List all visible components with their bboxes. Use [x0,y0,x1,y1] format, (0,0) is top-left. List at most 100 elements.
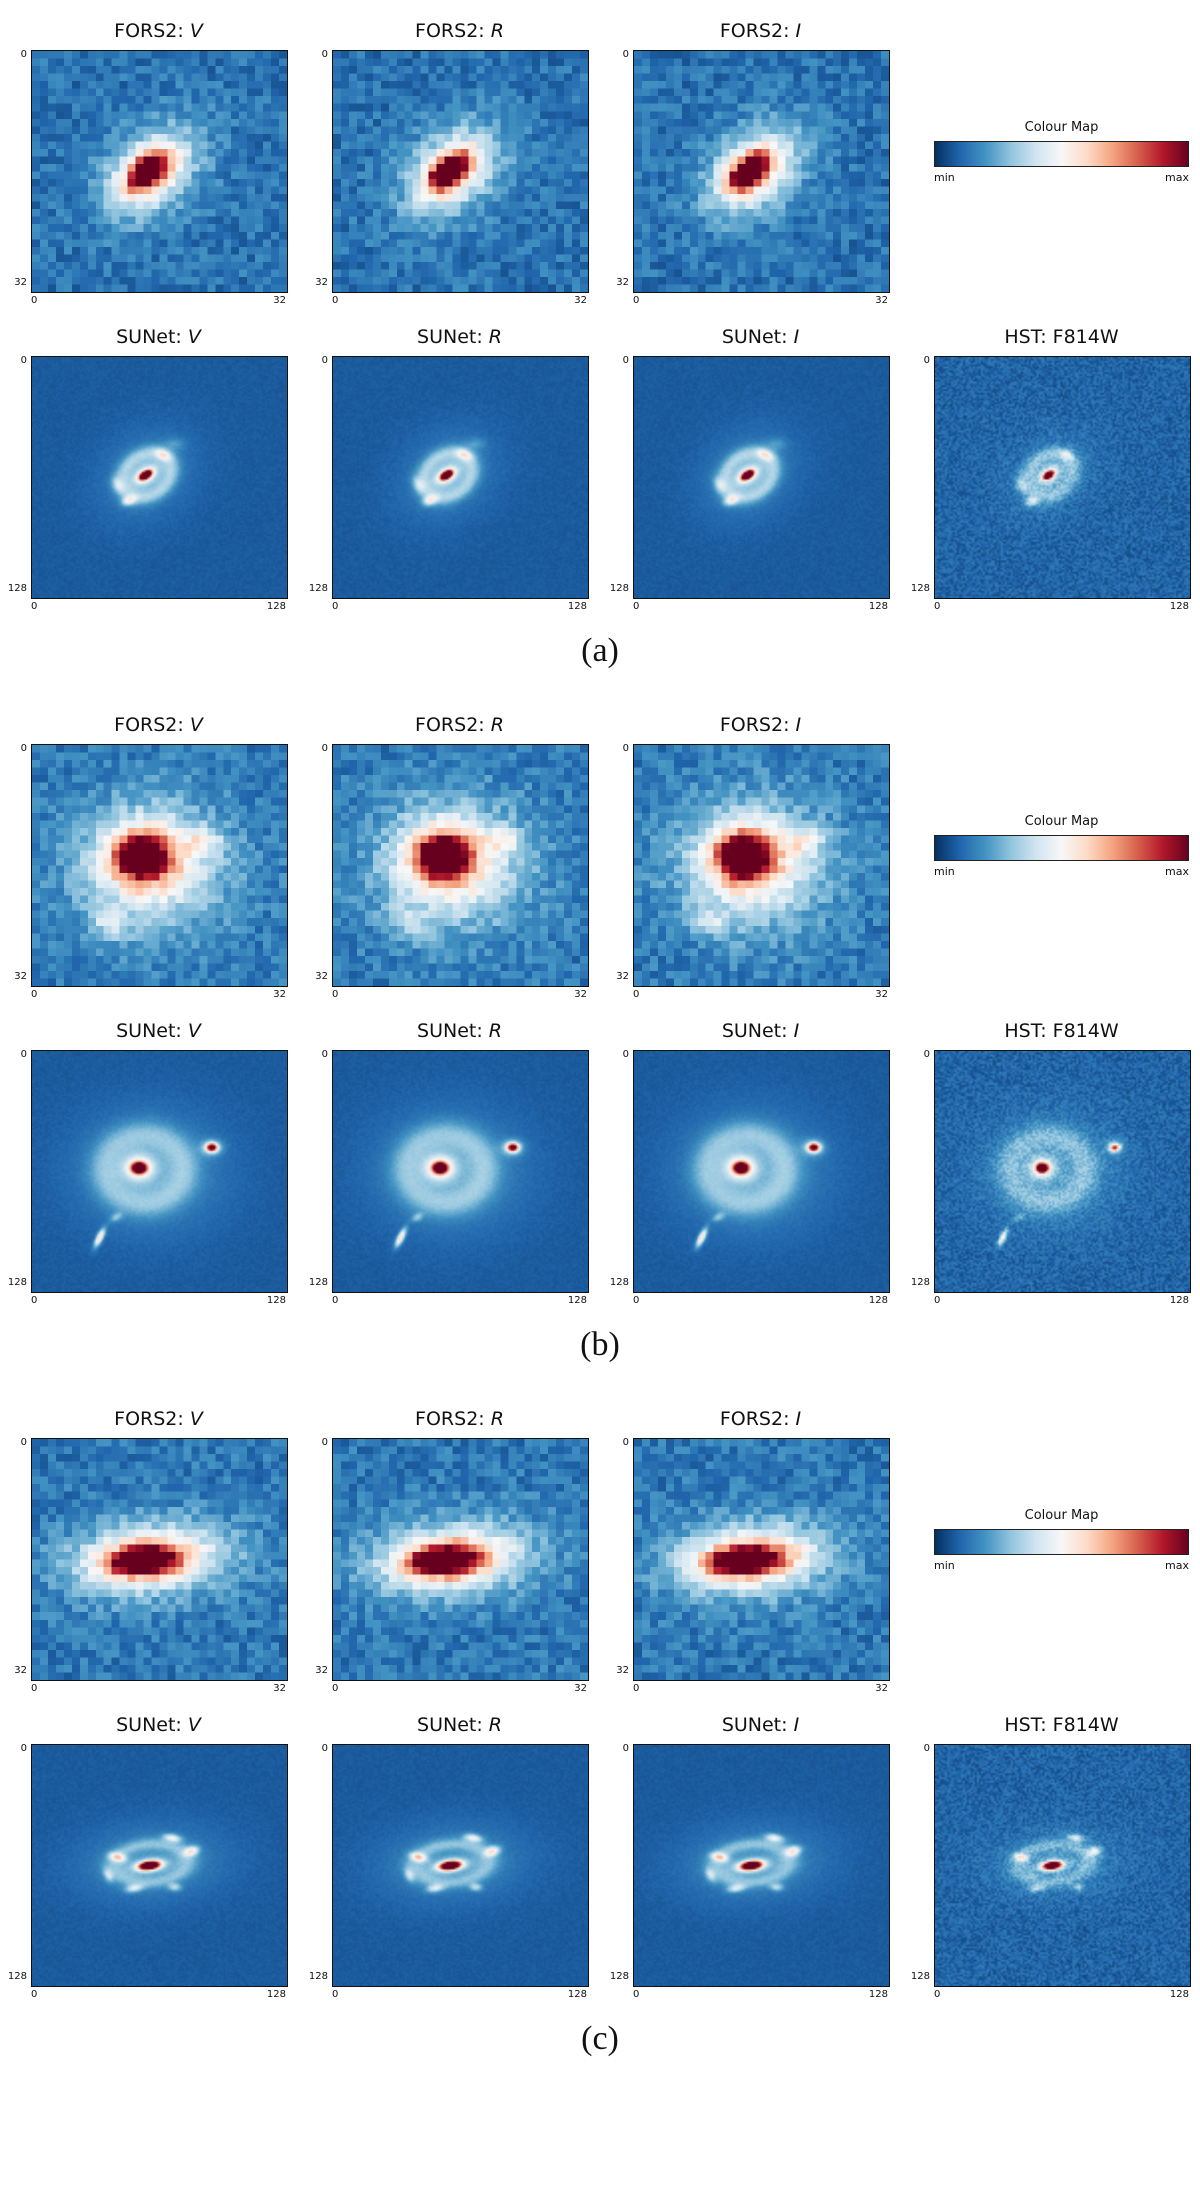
subplot-title: SUNet: I [721,1020,800,1042]
panel-a-fors2-row: FORS2: V 0 32 0 32 FORS2: R 0 32 0 32 FO [0,20,1200,306]
sunet-v-image [31,1744,288,1987]
y-tick-bottom: 32 [14,971,27,982]
x-tick-right: 128 [266,1989,286,2000]
subplot-title: FORS2: I [719,714,802,736]
subplot-sunet-v: SUNet: V 0 128 0 128 [8,1020,288,1306]
y-tick-top: 0 [20,1437,27,1448]
subplot-sunet-v: SUNet: V 0 128 0 128 [8,326,288,612]
y-tick-top: 0 [20,1743,27,1754]
subplot-title: FORS2: I [719,1408,802,1430]
colorbar-title: Colour Map [1024,120,1099,135]
y-tick-bottom: 128 [910,1277,930,1288]
y-tick-top: 0 [923,355,930,366]
colorbar-title: Colour Map [1024,814,1099,829]
panel-b: FORS2: V 0 32 0 32 FORS2: R 0 32 0 32 FO [0,700,1200,1394]
subplot-title: FORS2: V [114,20,203,42]
sunet-v-image [31,356,288,599]
subplot-title: HST: F814W [1004,326,1119,348]
subplot-fors2-i: FORS2: I 0 32 0 32 [616,20,890,306]
x-tick-left: 0 [31,295,38,306]
y-tick-bottom: 32 [616,971,629,982]
subplot-title: FORS2: V [114,1408,203,1430]
x-tick-left: 0 [332,295,339,306]
colorbar-min-label: min [934,1559,955,1572]
y-tick-bottom: 128 [609,583,629,594]
colorbar-min-label: min [934,865,955,878]
image-frame: 0 128 0 128 [309,1050,589,1306]
subplot-hst-f814w: HST: F814W 0 128 0 128 [911,326,1191,612]
fors2-v-image [31,50,288,293]
y-tick-bottom: 128 [7,1277,27,1288]
colorbar-title: Colour Map [1024,1508,1099,1523]
image-frame: 0 128 0 128 [911,356,1191,612]
panel-c-sunet-row: SUNet: V 0 128 0 128 SUNet: R 0 128 0 128 [0,1714,1200,2000]
y-tick-top: 0 [321,743,328,754]
hst-f814w-image [934,356,1191,599]
colorbar: Colour Map min max [934,814,1189,878]
image-frame: 0 32 0 32 [616,50,890,306]
panel-c-fors2-row: FORS2: V 0 32 0 32 FORS2: R 0 32 0 32 FO [0,1408,1200,1694]
y-tick-bottom: 32 [14,1665,27,1676]
y-tick-top: 0 [622,49,629,60]
panel-c: FORS2: V 0 32 0 32 FORS2: R 0 32 0 32 FO [0,1394,1200,2088]
panel-b-sunet-row: SUNet: V 0 128 0 128 SUNet: R 0 128 0 128 [0,1020,1200,1306]
colorbar-gradient [934,141,1189,167]
y-tick-top: 0 [20,1049,27,1060]
x-tick-left: 0 [934,601,941,612]
subplot-fors2-r: FORS2: R 0 32 0 32 [315,1408,589,1694]
figure: FORS2: V 0 32 0 32 FORS2: R 0 32 0 32 FO [0,20,1200,2088]
colorbar-max-label: max [1165,865,1189,878]
subplot-title: SUNet: V [116,326,201,348]
y-tick-top: 0 [321,1437,328,1448]
y-tick-top: 0 [321,49,328,60]
colorbar-min-label: min [934,171,955,184]
y-tick-top: 0 [321,1049,328,1060]
x-tick-right: 128 [266,601,286,612]
subplot-title: SUNet: V [116,1714,201,1736]
subplot-title: FORS2: R [415,20,504,42]
x-tick-right: 128 [266,1295,286,1306]
y-tick-bottom: 128 [910,1971,930,1982]
colorbar-gradient [934,1529,1189,1555]
y-tick-bottom: 32 [616,277,629,288]
x-tick-right: 32 [574,1683,587,1694]
x-tick-left: 0 [31,1989,38,2000]
image-frame: 0 32 0 32 [616,1438,890,1694]
x-tick-right: 128 [567,1295,587,1306]
panel-label-c: (c) [581,2020,619,2057]
x-tick-right: 32 [875,989,888,1000]
x-tick-left: 0 [31,601,38,612]
fors2-v-image [31,744,288,987]
y-tick-top: 0 [923,1049,930,1060]
sunet-i-image [633,1050,890,1293]
subplot-sunet-i: SUNet: I 0 128 0 128 [610,1714,890,2000]
subplot-sunet-i: SUNet: I 0 128 0 128 [610,1020,890,1306]
x-tick-left: 0 [332,989,339,1000]
y-tick-top: 0 [622,1437,629,1448]
y-tick-top: 0 [20,743,27,754]
y-tick-top: 0 [622,355,629,366]
y-tick-bottom: 128 [308,1971,328,1982]
subplot-title: FORS2: R [415,1408,504,1430]
subplot-title: SUNet: I [721,1714,800,1736]
x-tick-left: 0 [633,601,640,612]
x-tick-left: 0 [633,1683,640,1694]
y-tick-top: 0 [20,355,27,366]
colorbar: Colour Map min max [934,120,1189,184]
image-frame: 0 32 0 32 [14,1438,288,1694]
image-frame: 0 128 0 128 [8,1744,288,2000]
y-tick-bottom: 128 [7,583,27,594]
subplot-fors2-i: FORS2: I 0 32 0 32 [616,714,890,1000]
fors2-r-image [332,744,589,987]
panel-b-fors2-row: FORS2: V 0 32 0 32 FORS2: R 0 32 0 32 FO [0,714,1200,1000]
x-tick-left: 0 [633,295,640,306]
x-tick-left: 0 [31,1683,38,1694]
x-tick-left: 0 [31,989,38,1000]
panel-a-sunet-row: SUNet: V 0 128 0 128 SUNet: R 0 128 0 128 [0,326,1200,612]
subplot-sunet-i: SUNet: I 0 128 0 128 [610,326,890,612]
x-tick-right: 128 [868,601,888,612]
image-frame: 0 128 0 128 [610,1744,890,2000]
y-tick-bottom: 32 [315,971,328,982]
y-tick-bottom: 128 [609,1277,629,1288]
y-tick-top: 0 [20,49,27,60]
